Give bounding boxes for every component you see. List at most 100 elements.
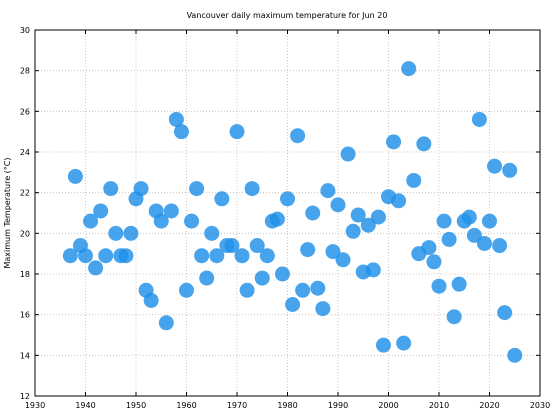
data-point (199, 270, 215, 286)
data-point (290, 128, 306, 144)
data-point (320, 183, 336, 199)
data-point (421, 240, 437, 256)
data-point (254, 270, 270, 286)
y-tick-label: 12 (20, 392, 30, 401)
data-point (133, 181, 149, 197)
x-tick-label: 2010 (429, 401, 449, 410)
data-point (158, 315, 174, 331)
data-point (214, 191, 230, 207)
data-point (78, 248, 93, 264)
data-point (143, 292, 159, 308)
data-point (476, 236, 492, 251)
data-point (466, 227, 482, 243)
x-tick-label: 2030 (530, 401, 550, 410)
y-tick-label: 24 (20, 148, 30, 157)
data-point (451, 276, 467, 292)
y-tick-label: 14 (20, 351, 30, 360)
x-tick-label: 1970 (227, 401, 247, 410)
data-point (274, 266, 290, 282)
data-point (502, 162, 518, 178)
data-point (365, 262, 381, 278)
y-tick-label: 20 (20, 229, 30, 238)
data-point (330, 197, 346, 213)
data-point (204, 225, 220, 241)
data-point (103, 181, 119, 197)
x-tick-label: 2000 (378, 401, 398, 410)
data-point (123, 225, 139, 241)
data-point (426, 254, 442, 270)
data-point (370, 209, 386, 225)
x-tick-label: 1930 (25, 401, 45, 410)
data-point (471, 111, 487, 127)
data-point (179, 282, 194, 298)
data-point (310, 280, 326, 296)
data-point (386, 134, 402, 150)
data-point (269, 211, 285, 227)
data-point (360, 217, 376, 233)
data-point (375, 337, 391, 353)
data-point (406, 172, 422, 188)
data-point (249, 238, 265, 254)
data-point (259, 248, 275, 264)
data-point (93, 203, 109, 219)
data-point (401, 61, 417, 77)
y-axis-label: Maximum Temperature (°C) (3, 157, 12, 268)
plot-frame (34, 29, 541, 397)
data-point (184, 213, 200, 229)
x-tick-label: 1950 (126, 401, 146, 410)
data-point (62, 248, 78, 264)
x-tick-label: 1990 (328, 401, 348, 410)
data-point (244, 181, 260, 197)
data-point (487, 158, 503, 174)
data-point (335, 252, 351, 268)
y-tick-label: 18 (20, 270, 30, 279)
data-point (436, 213, 452, 229)
data-point (325, 244, 341, 260)
data-point (224, 238, 240, 254)
grid-layer (35, 30, 540, 396)
data-point (300, 242, 316, 258)
data-point (305, 205, 321, 221)
data-point (285, 297, 301, 312)
data-point (431, 278, 447, 294)
data-point (163, 203, 179, 219)
y-tick-label: 26 (20, 107, 30, 116)
data-point (345, 223, 361, 239)
chart-title: Vancouver daily maximum temperature for … (187, 11, 388, 20)
points-layer (62, 61, 523, 363)
data-point (98, 248, 114, 264)
x-tick-label: 2020 (479, 401, 499, 410)
y-tick-label: 16 (20, 311, 30, 320)
data-point (153, 213, 169, 229)
data-point (295, 282, 311, 298)
y-tick-label: 22 (20, 189, 30, 198)
data-point (416, 136, 432, 152)
data-point (189, 181, 205, 197)
data-point (118, 248, 134, 264)
data-point (507, 347, 523, 363)
data-point (168, 111, 184, 127)
data-point (173, 124, 189, 140)
data-point (209, 248, 225, 264)
data-point (315, 301, 331, 317)
data-point (492, 238, 508, 254)
x-tick-label: 1960 (176, 401, 196, 410)
data-point (482, 213, 497, 229)
data-point (108, 225, 124, 241)
y-tick-label: 28 (20, 67, 30, 76)
data-point (234, 248, 250, 264)
data-point (194, 248, 210, 264)
data-point (350, 207, 366, 223)
data-point (229, 124, 245, 140)
x-tick-label: 1980 (277, 401, 297, 410)
data-point (446, 309, 462, 325)
data-point (340, 146, 356, 162)
data-point (497, 305, 513, 321)
y-tick-label: 30 (20, 26, 30, 35)
data-point (239, 282, 255, 298)
x-tick-label: 1940 (75, 401, 95, 410)
data-point (83, 213, 99, 229)
ticks-layer: 1930 1940 1950 1960 1970 1980 1990 2000 2010 2020… (20, 26, 550, 410)
data-point (461, 209, 477, 225)
data-point (67, 168, 83, 184)
